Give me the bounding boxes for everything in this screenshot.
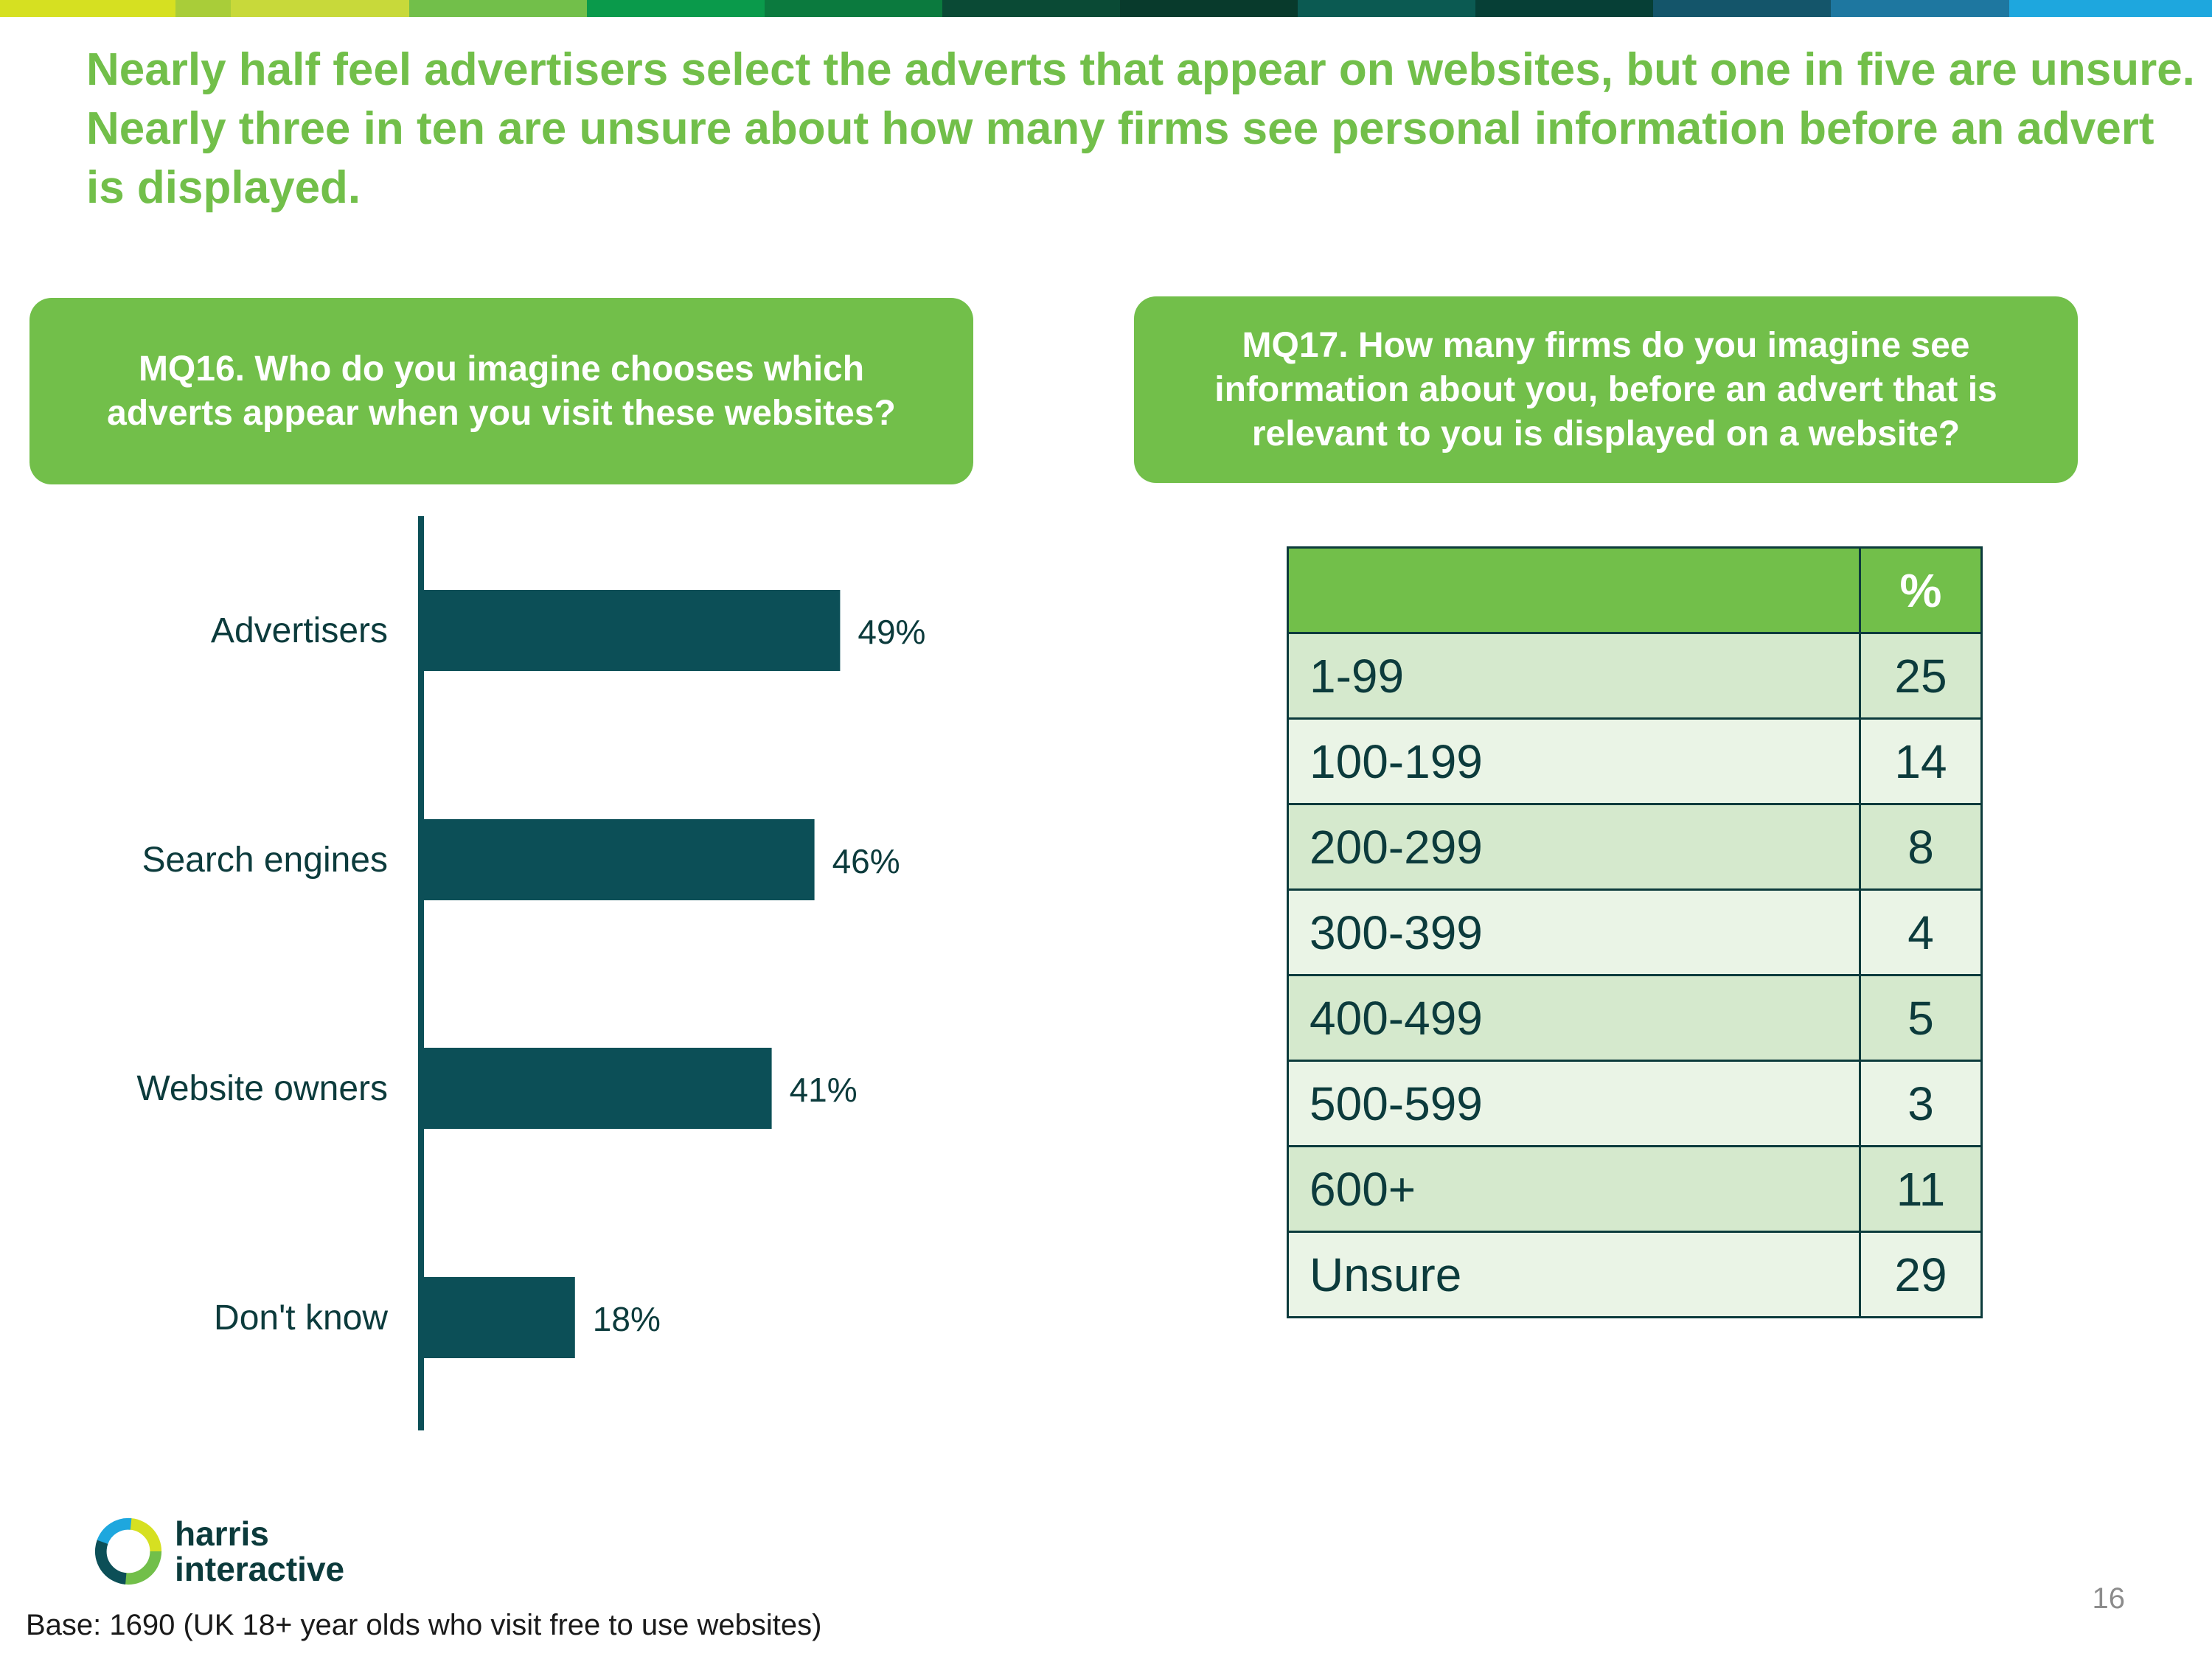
stripe-segment [231, 0, 409, 17]
category-label: Don't know [214, 1298, 388, 1338]
table-header-range [1287, 546, 1861, 634]
value-label: 46% [832, 842, 900, 880]
value-label: 18% [593, 1300, 661, 1338]
logo-text-line2: interactive [175, 1550, 345, 1588]
range-cell: 100-199 [1287, 717, 1861, 805]
value-label: 41% [790, 1071, 858, 1109]
table-row: 400-499 5 [1287, 974, 1983, 1062]
stripe-segment [1831, 0, 2009, 17]
percent-cell: 29 [1859, 1231, 1983, 1318]
stripe-segment [1119, 0, 1298, 17]
mq17-question-box: MQ17. How many firms do you imagine see … [1134, 296, 2078, 483]
range-cell: 600+ [1287, 1145, 1861, 1233]
stripe-segment [1298, 0, 1476, 17]
stripe-segment [586, 0, 765, 17]
category-label: Search engines [142, 841, 388, 880]
table-header-percent: % [1859, 546, 1983, 634]
table-row: 1-99 25 [1287, 632, 1983, 720]
table-row: 200-299 8 [1287, 803, 1983, 891]
percent-cell: 14 [1859, 717, 1983, 805]
table-row: 600+ 11 [1287, 1145, 1983, 1233]
stripe-segment [764, 0, 942, 17]
mq16-question-box: MQ16. Who do you imagine chooses which a… [29, 298, 973, 484]
harris-interactive-logo: harris interactive [92, 1515, 344, 1587]
category-label: Website owners [136, 1069, 388, 1108]
range-cell: 300-399 [1287, 888, 1861, 976]
table-row: 300-399 4 [1287, 888, 1983, 976]
page-number: 16 [2092, 1582, 2126, 1615]
stripe-segment [1653, 0, 1832, 17]
table-row: 500-599 3 [1287, 1060, 1983, 1147]
mq16-bar-chart: Advertisers 49% Search engines 46% Website o… [136, 516, 925, 1430]
percent-cell: 8 [1859, 803, 1983, 891]
bar-0 [421, 590, 841, 671]
mq16-question: MQ16. Who do you imagine chooses which a… [107, 349, 896, 433]
stripe-segment [408, 0, 587, 17]
range-cell: 200-299 [1287, 803, 1861, 891]
logo-text-line1: harris [175, 1514, 269, 1553]
table-row: Unsure 29 [1287, 1231, 1983, 1318]
top-color-stripe [0, 0, 2212, 17]
mq17-table: % 1-99 25 100-199 14 200-299 8 300-399 4 400-499… [1287, 546, 1983, 1318]
harris-interactive-ring-icon [94, 1517, 162, 1585]
stripe-segment [942, 0, 1120, 17]
percent-cell: 4 [1859, 888, 1983, 976]
percent-cell: 5 [1859, 974, 1983, 1062]
percent-cell: 25 [1859, 632, 1983, 720]
bar-2 [421, 1048, 772, 1129]
mq17-question: MQ17. How many firms do you imagine see … [1214, 325, 1997, 453]
percent-cell: 11 [1859, 1145, 1983, 1233]
stripe-segment [1475, 0, 1654, 17]
bar-1 [421, 819, 815, 900]
bar-3 [421, 1277, 575, 1358]
stripe-segment [2008, 0, 2212, 17]
category-label: Advertisers [211, 611, 388, 650]
value-label: 49% [858, 613, 925, 651]
stripe-segment [0, 0, 175, 17]
base-note: Base: 1690 (UK 18+ year olds who visit f… [26, 1609, 822, 1641]
stripe-segment [175, 0, 232, 17]
headline: Nearly half feel advertisers select the … [86, 44, 2195, 213]
table-row: 100-199 14 [1287, 717, 1983, 805]
range-cell: 400-499 [1287, 974, 1861, 1062]
table-header-row: % [1287, 546, 1983, 634]
range-cell: 1-99 [1287, 632, 1861, 720]
percent-cell: 3 [1859, 1060, 1983, 1147]
range-cell: 500-599 [1287, 1060, 1861, 1147]
range-cell: Unsure [1287, 1231, 1861, 1318]
